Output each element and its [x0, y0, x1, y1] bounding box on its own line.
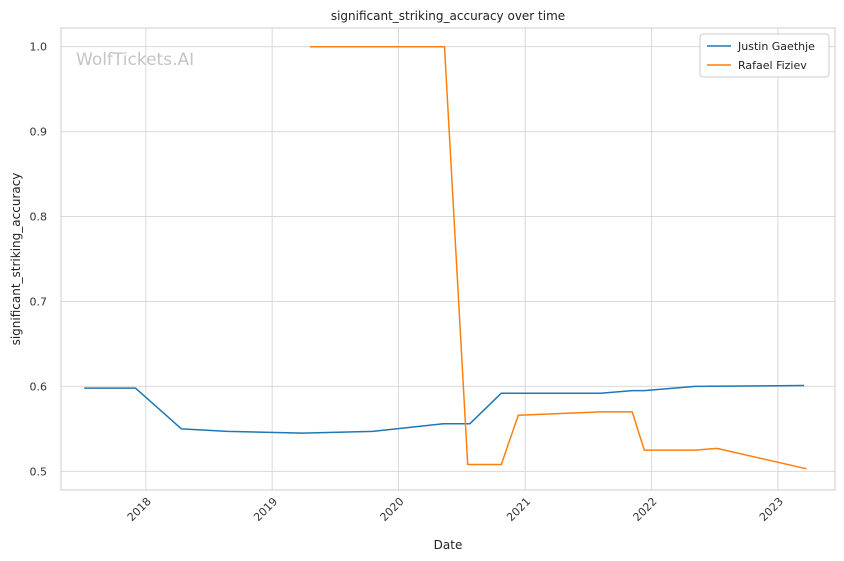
y-tick-label: 0.7 — [30, 295, 48, 308]
series-line-rafael-fiziev — [309, 45, 807, 470]
y-tick-label: 0.6 — [30, 380, 48, 393]
legend-label-rafael-fiziev: Rafael Fiziev — [738, 59, 807, 72]
plot-frame — [60, 27, 836, 491]
watermark: WolfTickets.AI — [76, 50, 194, 70]
series-layer — [84, 45, 807, 470]
chart-title: significant_striking_accuracy over time — [331, 9, 565, 23]
legend-box — [699, 33, 830, 78]
y-tick-label: 1.0 — [30, 41, 48, 54]
legend: Justin Gaethje Rafael Fiziev — [699, 33, 830, 78]
y-axis-title: significant_striking_accuracy — [9, 173, 23, 346]
y-tick-label: 0.5 — [30, 465, 48, 478]
grid-lines — [61, 28, 835, 490]
series-line-justin-gaethje — [84, 384, 805, 434]
y-tick-label: 0.8 — [30, 211, 48, 224]
legend-label-justin-gaethje: Justin Gaethje — [737, 40, 815, 53]
y-axis-ticks: 0.5 0.6 0.7 0.8 0.9 1.0 — [30, 41, 48, 479]
y-tick-label: 0.9 — [30, 126, 48, 139]
x-axis-title: Date — [434, 538, 463, 552]
